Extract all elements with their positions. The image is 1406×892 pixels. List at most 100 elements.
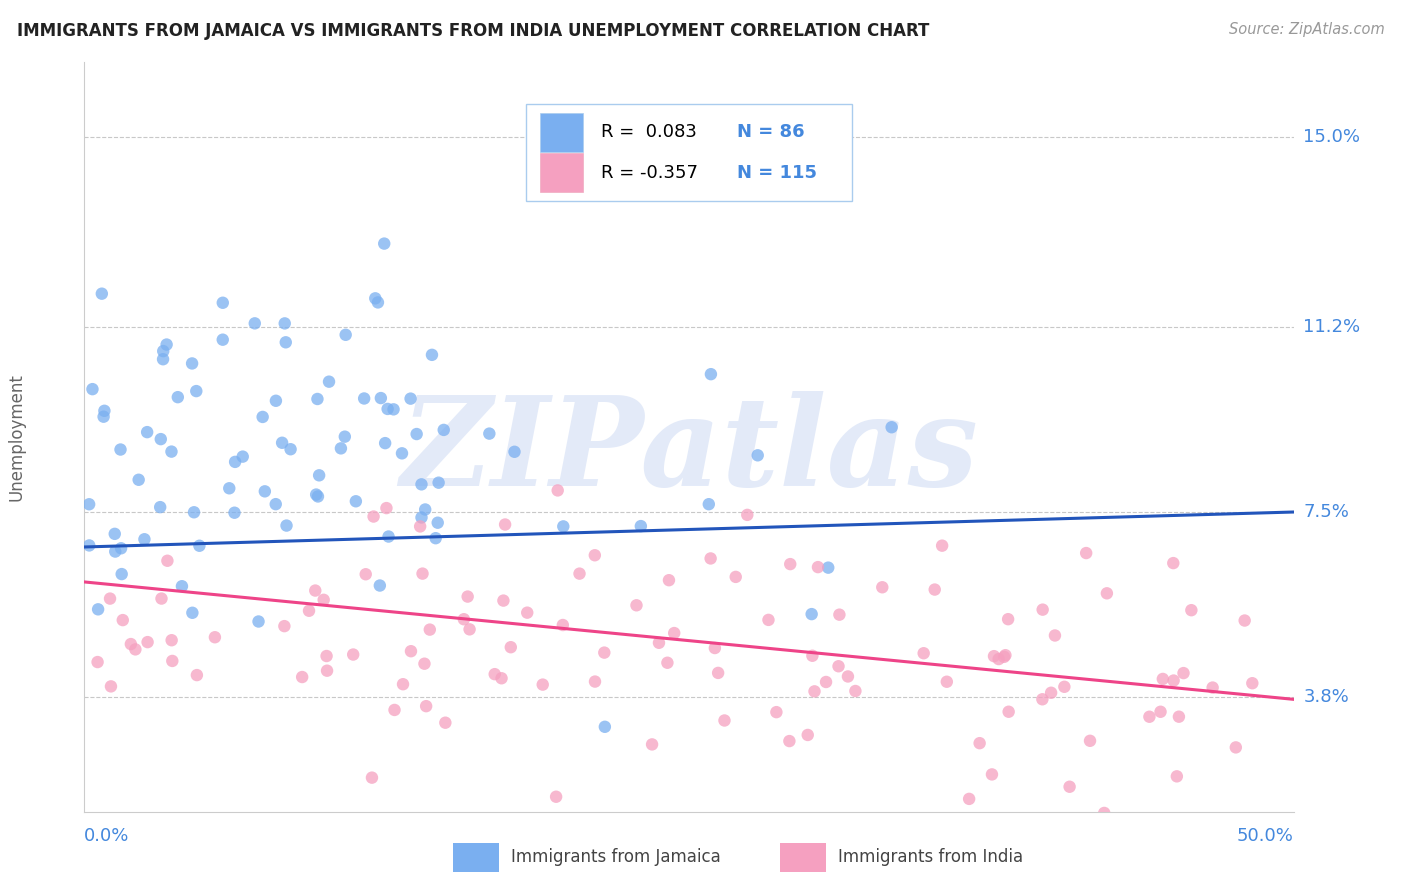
Point [77,538,100,552]
Point [724,570,747,584]
Point [758,613,780,627]
Point [1078,733,1101,747]
Point [516,606,538,620]
Point [641,738,664,752]
Text: Immigrants from India: Immigrants from India [838,848,1022,866]
Point [110,442,132,457]
Point [657,656,679,670]
Point [264,497,287,511]
Point [211,333,233,347]
Point [384,703,406,717]
Point [363,509,385,524]
Point [87,602,110,616]
Point [547,483,569,498]
Text: 15.0%: 15.0% [1303,128,1360,146]
FancyBboxPatch shape [540,153,582,192]
Point [342,648,364,662]
Point [912,646,935,660]
Point [801,648,824,663]
Point [1095,586,1118,600]
Point [1152,672,1174,686]
Point [1149,705,1171,719]
Point [1031,692,1053,706]
Point [713,714,735,728]
Point [308,468,330,483]
Point [134,533,156,547]
Text: 3.8%: 3.8% [1303,688,1348,706]
Point [453,612,475,626]
Point [93,404,115,418]
Point [204,630,226,644]
Point [583,674,606,689]
Point [152,352,174,367]
Text: IMMIGRANTS FROM JAMAICA VS IMMIGRANTS FROM INDIA UNEMPLOYMENT CORRELATION CHART: IMMIGRANTS FROM JAMAICA VS IMMIGRANTS FR… [17,22,929,40]
Point [703,640,725,655]
Point [924,582,946,597]
Point [170,579,193,593]
Point [1059,780,1081,794]
Point [1201,681,1223,695]
Point [156,337,179,351]
Point [136,635,159,649]
Point [110,541,132,556]
Point [276,518,298,533]
Point [1173,666,1195,681]
Text: 11.2%: 11.2% [1303,318,1361,336]
Point [658,573,681,587]
Point [872,580,894,594]
Point [186,668,208,682]
Text: 7.5%: 7.5% [1303,503,1350,521]
Point [457,590,479,604]
Point [291,670,314,684]
FancyBboxPatch shape [780,843,825,871]
Point [316,664,339,678]
Point [375,501,398,516]
Point [434,715,457,730]
Point [737,508,759,522]
Point [499,640,522,655]
Point [318,375,340,389]
Point [408,813,430,827]
Point [367,295,389,310]
Point [593,720,616,734]
Point [1233,614,1256,628]
Point [188,539,211,553]
Point [232,450,254,464]
Point [593,646,616,660]
Point [1043,628,1066,642]
Point [353,392,375,406]
Point [1225,740,1247,755]
Point [273,619,295,633]
Point [630,519,652,533]
Point [697,497,720,511]
Point [162,654,184,668]
Point [413,657,436,671]
Point [817,560,839,574]
Point [419,623,441,637]
Point [274,335,297,350]
Point [312,592,335,607]
Point [957,792,980,806]
Point [969,736,991,750]
Point [503,444,526,458]
Point [1241,676,1264,690]
Point [104,526,127,541]
Point [329,442,352,456]
Point [364,291,387,305]
Point [478,426,501,441]
Point [124,642,146,657]
Point [427,475,450,490]
Point [700,367,723,381]
Point [997,612,1019,626]
Text: Source: ZipAtlas.com: Source: ZipAtlas.com [1229,22,1385,37]
Point [1032,602,1054,616]
Point [935,674,957,689]
Point [426,516,449,530]
Text: Immigrants from Jamaica: Immigrants from Jamaica [512,848,721,866]
Point [166,390,188,404]
Point [405,427,427,442]
Text: N = 115: N = 115 [737,163,817,182]
Text: N = 86: N = 86 [737,123,804,141]
Point [218,481,240,495]
Point [377,401,399,416]
